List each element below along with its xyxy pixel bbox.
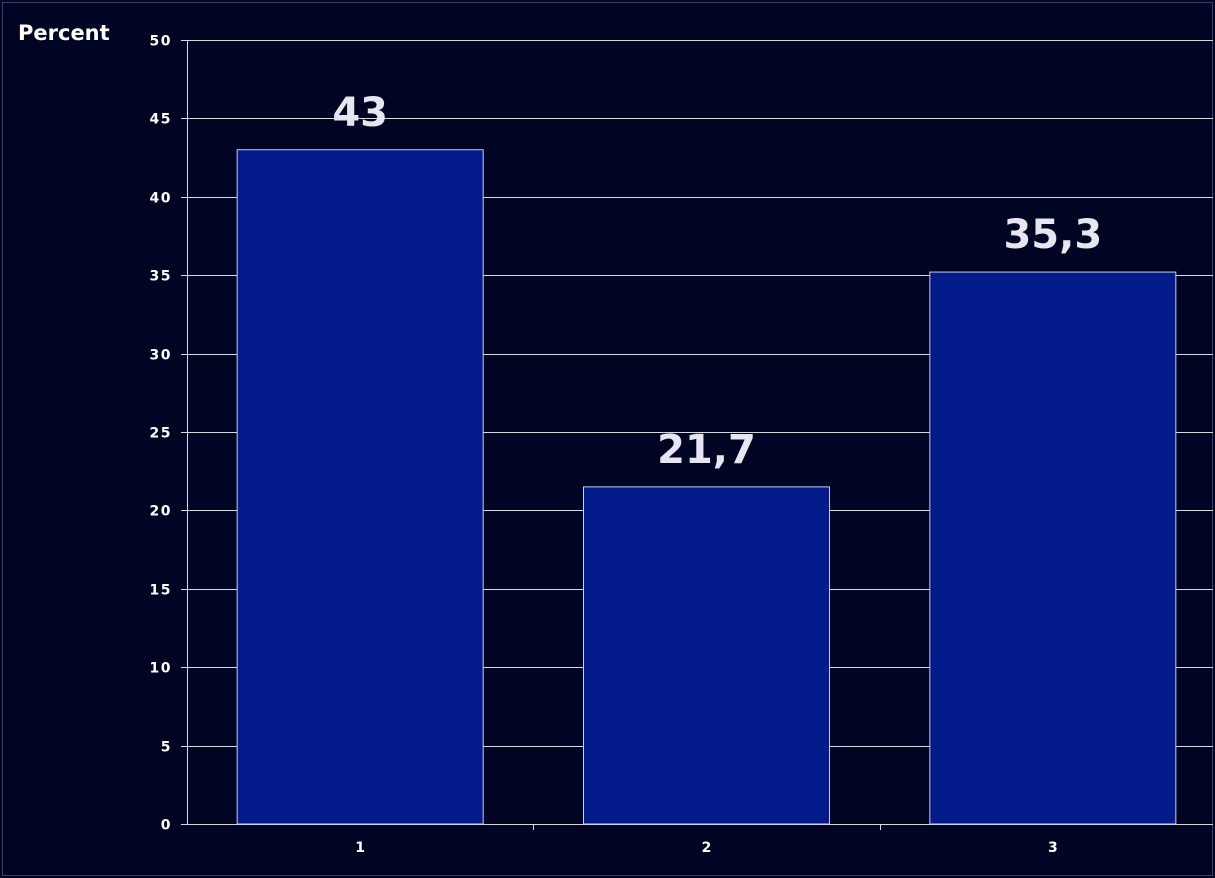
y-tick-label: 40 [150,191,172,207]
data-label: 43 [332,90,388,136]
y-tick-label: 35 [150,269,172,285]
data-labels: 1 43 2 21,7 3 35,3 [332,90,1102,856]
bars [236,149,1177,825]
y-tick-label: 45 [150,112,172,128]
x-tick-label: 2 [702,840,712,856]
x-tick-label: 1 [355,840,365,856]
y-tick-label: 5 [161,740,172,756]
y-tick-label: 25 [150,426,172,442]
y-tick-label: 15 [150,583,172,599]
y-axis-title: Percent [18,21,110,45]
bar [583,486,830,825]
y-tick-label: 20 [150,504,172,520]
y-tick-label: 10 [150,661,172,677]
y-tick-label: 30 [150,348,172,364]
y-tick-label: 50 [150,34,172,50]
data-label: 21,7 [657,427,756,473]
bar [929,271,1177,825]
y-tick-label: 0 [161,818,172,834]
bar [236,149,484,825]
data-label: 35,3 [1003,212,1102,258]
x-tick-label: 3 [1048,840,1058,856]
